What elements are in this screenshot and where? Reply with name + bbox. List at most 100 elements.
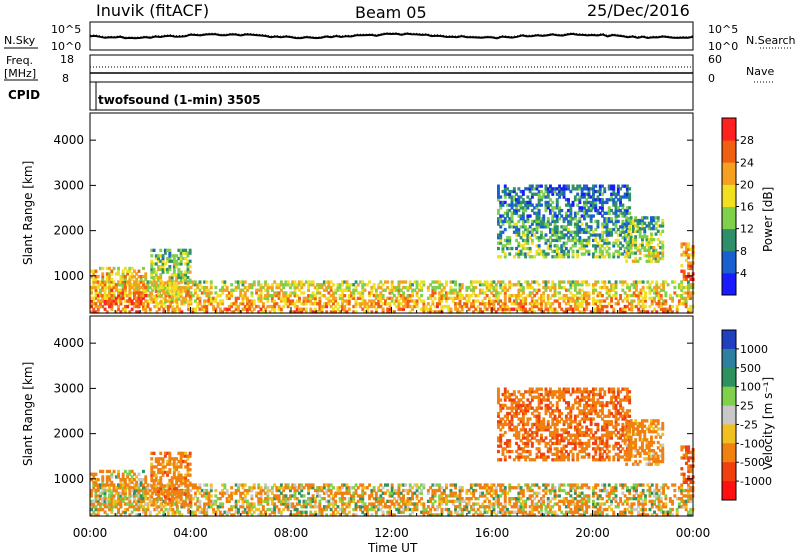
velocity-cell <box>644 497 647 501</box>
power-cell <box>467 285 471 290</box>
velocity-cell <box>501 513 505 517</box>
power-cell <box>295 294 299 298</box>
power-cell <box>598 233 602 237</box>
power-cell <box>517 208 521 213</box>
velocity-cell <box>567 502 570 506</box>
power-cell <box>205 288 209 292</box>
velocity-cell <box>478 483 482 487</box>
power-cell <box>508 310 512 314</box>
power-cell <box>680 280 684 284</box>
power-cell <box>598 187 602 191</box>
velocity-cell <box>300 513 304 517</box>
power-cell <box>592 238 595 243</box>
power-cell <box>517 219 521 224</box>
velocity-cell <box>270 502 274 506</box>
power-cell <box>255 304 258 309</box>
velocity-cell <box>284 502 288 506</box>
power-cell <box>583 211 586 215</box>
velocity-cell <box>583 502 586 506</box>
power-cell <box>650 254 653 258</box>
velocity-cell <box>295 507 299 512</box>
power-cell <box>99 280 102 284</box>
power-cell <box>573 280 577 284</box>
power-cell <box>638 232 642 236</box>
power-cell <box>108 275 111 279</box>
power-cell <box>655 310 659 314</box>
velocity-cell <box>612 513 616 517</box>
power-cell <box>689 283 693 287</box>
power-cell <box>313 307 317 311</box>
velocity-cell <box>668 497 672 501</box>
velocity-cell <box>388 494 392 498</box>
velocity-cell <box>289 505 292 509</box>
power-cell <box>316 283 319 287</box>
power-cell <box>512 283 516 287</box>
power-cell <box>119 280 123 284</box>
power-cell <box>422 302 426 306</box>
power-cell <box>551 285 555 290</box>
velocity-cell <box>221 502 225 506</box>
power-cell <box>567 302 570 306</box>
power-cell <box>203 304 206 309</box>
velocity-cell <box>454 505 457 509</box>
power-cell <box>521 246 525 251</box>
velocity-cell <box>657 502 661 506</box>
velocity-cell <box>447 507 451 512</box>
power-cell <box>503 200 507 205</box>
velocity-cell <box>551 497 555 501</box>
velocity-cell <box>341 502 344 506</box>
power-cell <box>99 283 102 287</box>
velocity-cell <box>370 502 374 506</box>
power-cell <box>497 184 500 188</box>
power-cell <box>553 238 557 243</box>
power-cell <box>607 208 611 213</box>
power-cell <box>644 304 647 309</box>
power-cell <box>650 296 654 300</box>
power-cell <box>161 262 165 266</box>
power-cell <box>528 184 532 188</box>
power-cell <box>151 288 154 292</box>
velocity-cell <box>203 505 206 509</box>
velocity-cell <box>105 502 109 506</box>
power-cell <box>643 232 647 236</box>
velocity-cell <box>318 510 322 514</box>
velocity-cell <box>526 488 530 493</box>
power-cell <box>257 296 261 300</box>
power-cell <box>123 294 127 298</box>
velocity-cell <box>465 507 469 512</box>
power-cell <box>638 221 642 225</box>
velocity-cell <box>379 497 383 501</box>
velocity-cell <box>404 507 408 512</box>
power-cell <box>634 256 638 261</box>
power-cell <box>555 192 559 196</box>
power-cell <box>549 307 552 311</box>
velocity-cell <box>189 483 193 487</box>
velocity-cell <box>90 472 93 476</box>
velocity-cell <box>162 499 166 503</box>
velocity-cell <box>621 513 625 517</box>
power-cbar-segment <box>722 206 736 230</box>
power-cell <box>576 203 580 207</box>
power-cell <box>175 259 179 263</box>
power-cell <box>580 280 584 284</box>
velocity-cell <box>148 510 152 514</box>
velocity-cell <box>110 507 114 512</box>
power-cell <box>571 238 575 243</box>
velocity-cell <box>171 507 175 512</box>
velocity-cell <box>128 502 132 506</box>
velocity-cell <box>598 513 602 517</box>
velocity-cell <box>209 502 213 506</box>
power-cell <box>203 310 206 314</box>
power-cell <box>576 238 580 243</box>
power-cell <box>625 184 629 188</box>
velocity-cell <box>576 510 580 514</box>
power-cell <box>157 307 161 311</box>
power-cell <box>359 302 362 306</box>
power-cell <box>687 307 690 311</box>
power-cell <box>605 236 609 240</box>
velocity-cell <box>203 502 206 506</box>
power-cell <box>172 286 176 291</box>
velocity-cell <box>248 488 252 493</box>
power-cell <box>501 244 505 248</box>
power-cell <box>126 280 130 284</box>
